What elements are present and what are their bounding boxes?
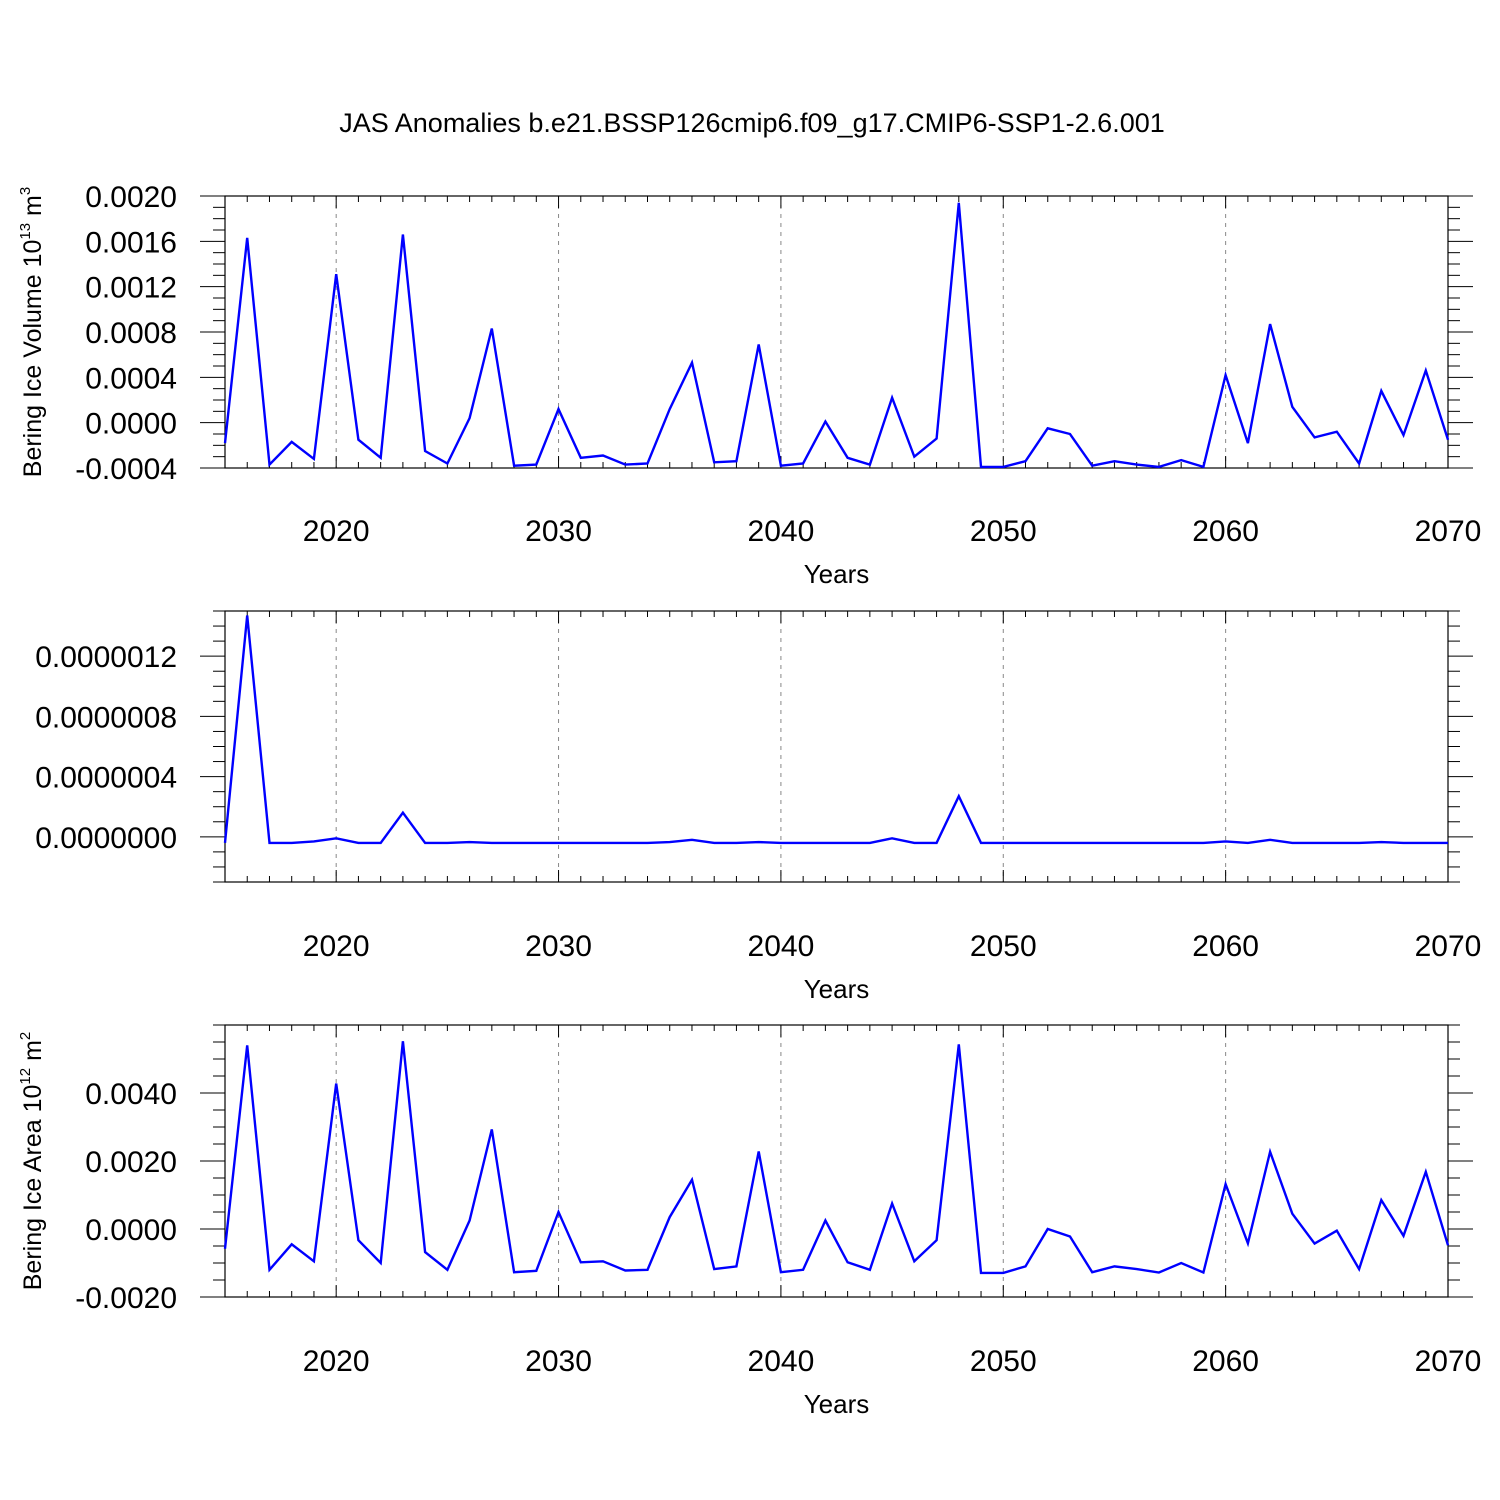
chart-title: JAS Anomalies b.e21.BSSP126cmip6.f09_g17… [339, 108, 1165, 138]
y-axis-label-unit-exponent: 2 [17, 1032, 34, 1040]
y-axis-label-text: Bering Ice Volume 10 [19, 240, 47, 478]
y-tick-label: 0.0000 [85, 408, 177, 441]
y-tick-label: 0.0000004 [35, 762, 177, 795]
x-tick-label: 2070 [1415, 930, 1482, 963]
x-tick-label: 2040 [748, 1345, 815, 1378]
x-tick-label: 2020 [303, 1345, 370, 1378]
x-tick-label: 2030 [525, 1345, 592, 1378]
x-tick-label: 2030 [525, 930, 592, 963]
x-axis-label: Years [804, 974, 870, 1004]
x-tick-label: 2050 [970, 515, 1037, 548]
series-line [223, 1041, 1450, 1275]
x-tick-label: 2030 [525, 515, 592, 548]
x-tick-label: 2060 [1192, 1345, 1259, 1378]
y-tick-label: -0.0004 [75, 453, 177, 486]
x-axis-label: Years [804, 559, 870, 589]
x-tick-label: 2050 [970, 930, 1037, 963]
x-tick-label: 2070 [1415, 1345, 1482, 1378]
y-tick-label: 0.0000 [85, 1214, 177, 1247]
y-tick-label: 0.0004 [85, 362, 177, 395]
y-axis-label-text: Bering Ice Area 10 [19, 1085, 47, 1291]
y-tick-label: 0.0000000 [35, 822, 177, 855]
plot-frame [224, 1024, 1449, 1298]
y-axis-label-exponent: 12 [17, 1068, 34, 1085]
x-tick-label: 2040 [748, 930, 815, 963]
y-axis-label-unit: m [19, 195, 47, 223]
x-tick-label: 2060 [1192, 930, 1259, 963]
series-line [223, 202, 1450, 469]
y-axis-label: Bering Ice Volume 1013 m3 [17, 187, 47, 477]
y-axis-label-exponent: 13 [17, 223, 34, 240]
x-tick-label: 2060 [1192, 515, 1259, 548]
series-line [223, 615, 1448, 845]
x-tick-label: 2040 [748, 515, 815, 548]
chart-panel-1: -0.0004 0.0000 0.0004 0.0008 0.0012 0.0016 0.0… [17, 181, 1481, 589]
x-axis-label: Years [804, 1389, 870, 1419]
x-tick-label: 2070 [1415, 515, 1482, 548]
plot-frame [224, 610, 1449, 883]
y-tick-label: 0.0016 [85, 226, 177, 259]
plot-frame [224, 195, 1449, 469]
x-tick-label: 2020 [303, 515, 370, 548]
y-tick-label: 0.0020 [85, 1146, 177, 1179]
y-axis-label-unit-exponent: 3 [17, 187, 34, 195]
x-tick-label: 2020 [303, 930, 370, 963]
y-axis-label: Bering Ice Area 1012 m2 [17, 1032, 47, 1291]
y-tick-label: 0.0000012 [35, 641, 177, 674]
y-tick-label: 0.0000008 [35, 701, 177, 734]
y-tick-label: -0.0020 [75, 1282, 177, 1315]
y-tick-label: 0.0012 [85, 272, 177, 305]
y-tick-label: 0.0040 [85, 1078, 177, 1111]
y-tick-label: 0.0020 [85, 181, 177, 214]
chart-panel-3: -0.0020 0.0000 0.0020 0.0040 2020 2030 2040 205… [17, 1024, 1482, 1419]
y-tick-label: 0.0008 [85, 317, 177, 350]
y-axis-label-unit: m [19, 1040, 47, 1068]
x-tick-label: 2050 [970, 1345, 1037, 1378]
chart-panel-2: 0.0000000 0.0000004 0.0000008 0.0000012 2020… [35, 610, 1482, 1004]
